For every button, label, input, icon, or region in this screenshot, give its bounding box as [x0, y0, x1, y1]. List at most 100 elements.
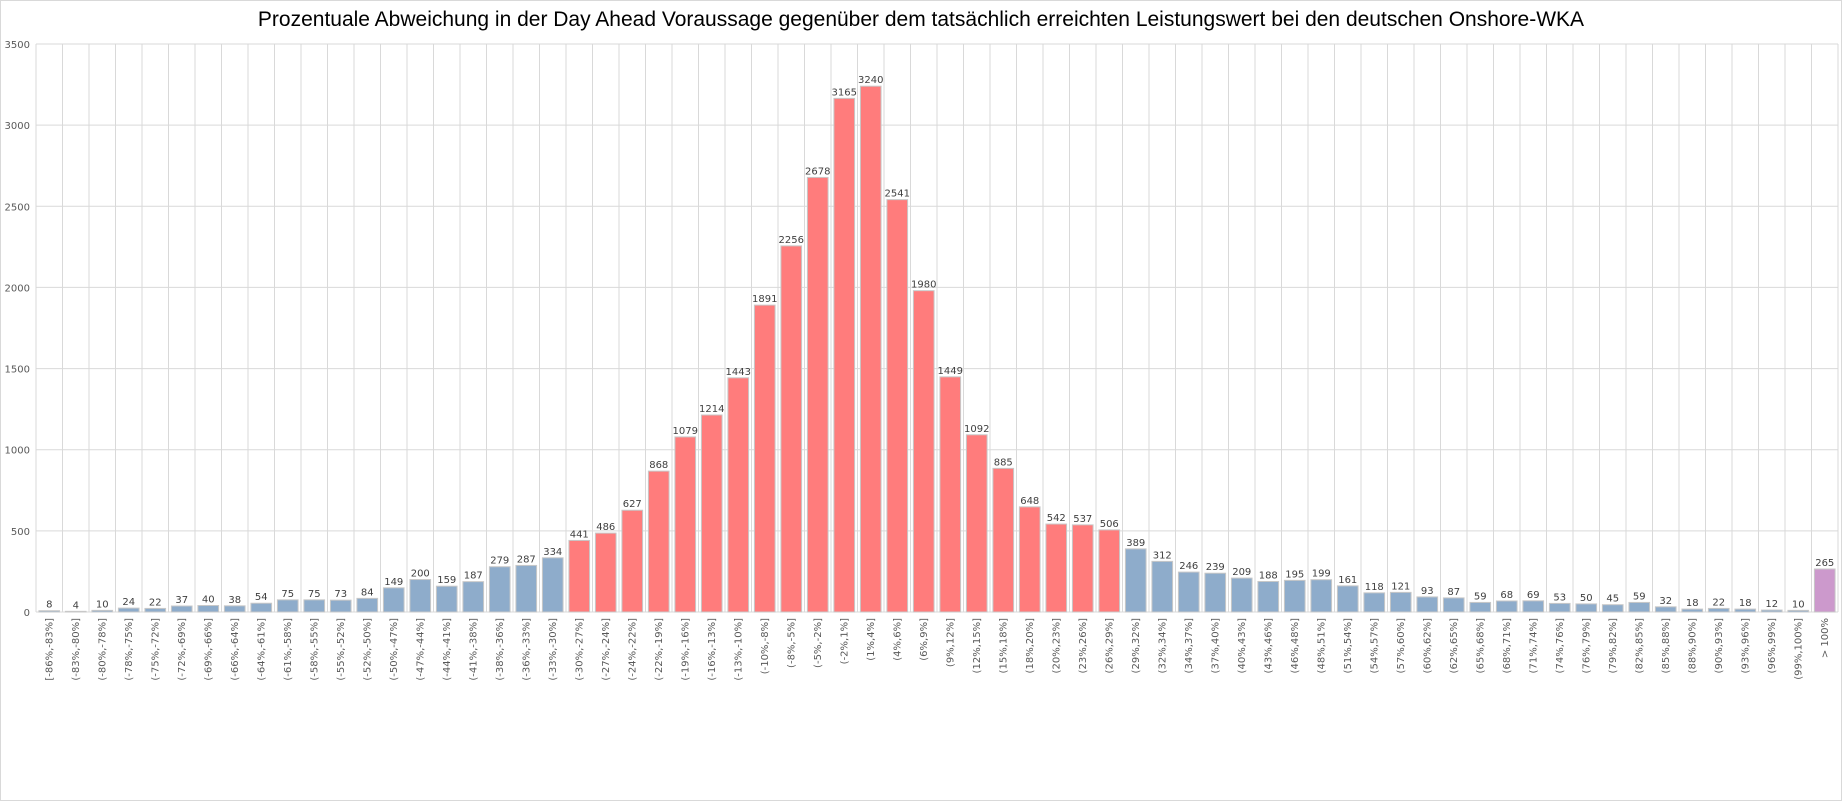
data-label: 246 [1179, 561, 1198, 572]
x-tick-label: (-75%,-72%] [150, 618, 161, 681]
x-tick-label: (-41%,-38%] [468, 618, 479, 681]
data-label: 59 [1474, 591, 1487, 602]
data-label: 486 [596, 522, 615, 533]
chart-title: Prozentuale Abweichung in der Day Ahead … [257, 8, 1585, 31]
bar [1495, 600, 1518, 613]
data-label: 195 [1285, 569, 1304, 580]
bar [1018, 506, 1041, 613]
data-label: 868 [649, 460, 668, 471]
x-tick-label: (60%,62%] [1422, 618, 1433, 674]
data-label: 10 [1792, 599, 1805, 610]
x-tick-label: (-50%,-47%] [389, 618, 400, 681]
data-label: 75 [308, 589, 321, 600]
bar [1575, 603, 1598, 613]
data-label: 209 [1232, 567, 1251, 578]
data-label: 121 [1391, 581, 1410, 592]
data-label: 10 [96, 599, 109, 610]
data-label: 188 [1259, 570, 1278, 581]
x-tick-label: (48%,51%] [1316, 618, 1327, 674]
x-tick-label: (-24%,-22%] [627, 618, 638, 681]
x-tick-label: (-10%,-8%] [760, 618, 771, 674]
bar [1628, 601, 1651, 613]
bar [1389, 591, 1412, 613]
data-label: 18 [1739, 598, 1752, 609]
x-tick-label: (-36%,-33%] [521, 618, 532, 681]
x-tick-label: (-19%,-16%] [680, 618, 691, 681]
x-tick-label: (4%,6%] [892, 618, 903, 661]
data-label: 334 [543, 547, 562, 558]
data-label: 627 [623, 499, 642, 510]
bar [1310, 579, 1333, 613]
x-tick-label: (76%,79%] [1581, 618, 1592, 674]
x-tick-label: (-52%,-50%] [362, 618, 373, 681]
y-tick-label: 1500 [5, 365, 30, 376]
data-label: 22 [149, 597, 162, 608]
data-label: 648 [1020, 496, 1039, 507]
x-tick-label: (9%,12%] [945, 618, 956, 667]
bar [568, 539, 591, 613]
data-label: 3165 [832, 87, 857, 98]
data-label: 1891 [752, 294, 777, 305]
x-tick-label: (-2%,1%] [839, 618, 850, 664]
bar [223, 605, 246, 613]
x-tick-label: (54%,57%] [1369, 618, 1380, 674]
data-label: 389 [1126, 538, 1145, 549]
bar [64, 610, 87, 613]
x-tick-label: (93%,96%] [1740, 618, 1751, 674]
bar [1442, 597, 1465, 613]
bar [462, 581, 485, 613]
x-tick-label: (51%,54%] [1343, 618, 1354, 674]
bar [1363, 592, 1386, 613]
x-tick-label: (85%,88%] [1661, 618, 1672, 674]
bar [409, 579, 432, 613]
x-tick-label: (99%,100%] [1793, 618, 1804, 680]
x-tick-label: (18%,20%] [1025, 618, 1036, 674]
data-label: 506 [1100, 519, 1119, 530]
bar [1813, 568, 1836, 613]
data-label: 2678 [805, 166, 830, 177]
bar [303, 599, 326, 613]
data-label: 200 [411, 569, 430, 580]
x-tick-label: (1%,4%] [866, 618, 877, 661]
bar [1336, 585, 1359, 613]
data-label: 279 [490, 556, 509, 567]
data-label: 1079 [673, 426, 698, 437]
data-label: 8 [46, 600, 52, 611]
bar [727, 377, 750, 613]
bar [170, 605, 193, 613]
data-label: 265 [1815, 558, 1834, 569]
x-tick-label: (-5%,-2%] [813, 618, 824, 668]
bar [1257, 580, 1280, 613]
bar [276, 599, 299, 613]
data-label: 69 [1527, 590, 1540, 601]
data-label: 45 [1606, 594, 1619, 605]
data-label: 4 [73, 600, 79, 611]
x-tick-label: (-64%,-61%] [256, 618, 267, 681]
x-tick-label: (20%,23%] [1051, 618, 1062, 674]
bar [91, 609, 114, 613]
x-tick-label: (-38%,-36%] [495, 618, 506, 681]
data-label: 12 [1765, 599, 1778, 610]
bar [1734, 608, 1757, 613]
bar [1469, 601, 1492, 613]
data-label: 73 [334, 589, 347, 600]
data-label: 3240 [858, 75, 883, 86]
bar [1204, 572, 1227, 613]
data-label: 441 [570, 529, 589, 540]
data-label: 18 [1686, 598, 1699, 609]
data-label: 161 [1338, 575, 1357, 586]
x-tick-label: (68%,71%] [1502, 618, 1513, 674]
y-tick-label: 2500 [5, 202, 30, 213]
bar [541, 557, 564, 613]
data-label: 2256 [779, 235, 804, 246]
x-tick-label: (43%,46%] [1263, 618, 1274, 674]
x-tick-label: (71%,74%] [1528, 618, 1539, 674]
x-tick-label: (-16%,-13%] [707, 618, 718, 681]
bar [1707, 607, 1730, 613]
y-tick-label: 2000 [5, 283, 30, 294]
data-label: 37 [175, 595, 188, 606]
bar [1681, 608, 1704, 613]
x-tick-label: [-86%,-83%] [44, 618, 55, 681]
x-tick-label: (-33%,-30%] [548, 618, 559, 681]
